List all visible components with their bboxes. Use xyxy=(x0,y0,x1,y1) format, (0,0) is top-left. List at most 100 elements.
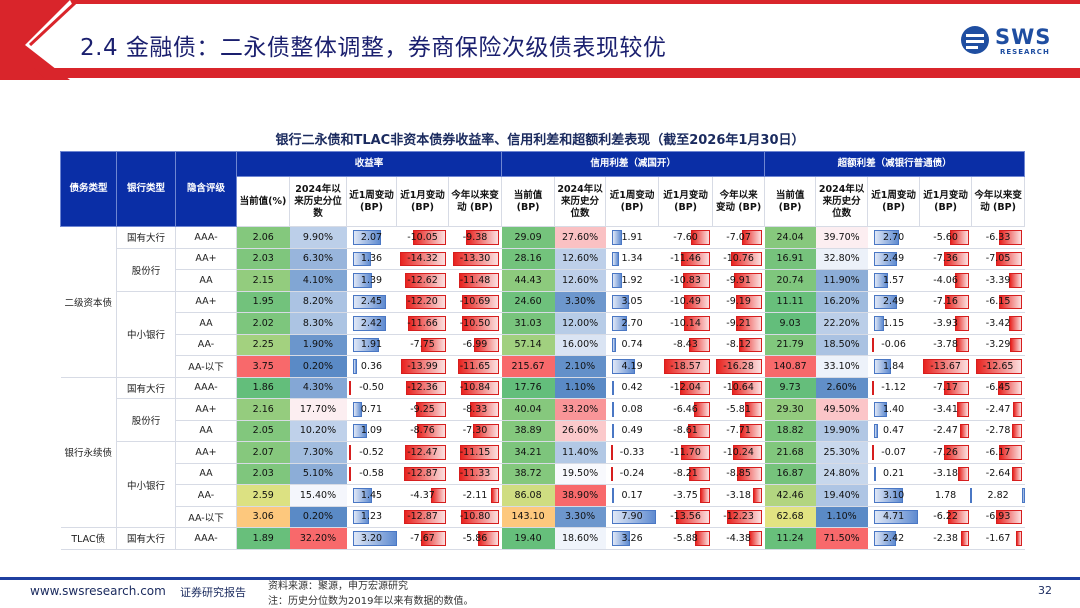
ytd-change-cell: -3.29 xyxy=(971,334,1025,356)
bank-type-cell: 国有大行 xyxy=(116,226,176,249)
current-value-cell: 31.03 xyxy=(501,312,555,335)
rating-cell: AAA- xyxy=(175,377,237,399)
debt-type-cell: 银行永续债 xyxy=(60,377,117,528)
bar-fill xyxy=(752,488,762,503)
percentile-cell: 32.20% xyxy=(289,527,347,550)
bar-fill xyxy=(873,294,897,309)
bar-fill xyxy=(352,251,372,266)
bar-fill xyxy=(873,359,891,374)
sws-logo-icon xyxy=(961,26,989,54)
bar-fill xyxy=(352,316,386,331)
ytd-change-cell: -10.80 xyxy=(448,506,502,528)
subheader-w-12: 近1周变动 (BP) xyxy=(867,176,921,227)
cell-value: 29.09 xyxy=(514,231,542,243)
ytd-change-cell: -6.15 xyxy=(971,291,1025,313)
month-change-cell: -12.87 xyxy=(396,506,449,528)
cell-value: 2.49 xyxy=(883,296,905,308)
rating-cell: AA xyxy=(175,312,237,335)
current-value-cell: 18.82 xyxy=(764,420,816,442)
cell-value: 18.82 xyxy=(776,425,804,437)
week-change-cell: 0.71 xyxy=(346,398,397,421)
bar-fill xyxy=(695,531,710,546)
cell-value: -7.67 xyxy=(410,532,435,544)
month-change-cell: -6.46 xyxy=(658,398,713,421)
bar-fill xyxy=(873,230,899,245)
cell-value: -7.16 xyxy=(933,296,958,308)
percentile-cell: 19.40% xyxy=(815,484,868,507)
ytd-change-cell: -7.07 xyxy=(712,226,765,249)
cell-value: 2.02 xyxy=(252,317,274,329)
cell-value: 3.10 xyxy=(883,489,905,501)
cell-value: -6.22 xyxy=(933,511,958,523)
cell-value: -7.26 xyxy=(933,446,958,458)
bar-fill xyxy=(473,423,499,438)
cell-value: 6.30% xyxy=(302,253,334,265)
cell-value: 4.71 xyxy=(883,511,905,523)
rating-cell: AA- xyxy=(175,334,237,356)
bar-fill xyxy=(420,337,446,352)
week-change-cell: -0.50 xyxy=(346,377,397,399)
cell-value: -12.04 xyxy=(670,382,701,394)
percentile-cell: 24.80% xyxy=(815,463,868,485)
ytd-change-cell: -10.64 xyxy=(712,377,765,399)
rating-cell: AA- xyxy=(175,484,237,507)
cell-value: -8.43 xyxy=(673,339,698,351)
cell-value: -12.47 xyxy=(407,446,438,458)
bar-fill xyxy=(404,273,446,288)
cell-value: 1.15 xyxy=(883,317,905,329)
cell-value: 0.36 xyxy=(360,360,383,372)
cell-value: 7.30% xyxy=(302,446,334,458)
current-value-cell: 86.08 xyxy=(501,484,555,507)
cell-value: 40.04 xyxy=(514,403,542,415)
month-change-cell: -14.32 xyxy=(396,248,449,270)
cell-value: 29.30 xyxy=(776,403,804,415)
subheader-ytd-4: 今年以来变动 (BP) xyxy=(447,176,503,227)
cell-value: 71.50% xyxy=(823,532,860,544)
footer-url[interactable]: www.swsresearch.com xyxy=(30,584,166,598)
bar-fill xyxy=(352,488,373,503)
ytd-change-cell: -6.93 xyxy=(971,506,1025,528)
bar-fill xyxy=(352,294,387,309)
bank-type-cell: 国有大行 xyxy=(116,527,176,550)
rating-cell: AA+ xyxy=(175,398,237,421)
percentile-cell: 33.10% xyxy=(815,355,868,378)
percentile-cell: 4.30% xyxy=(289,377,347,399)
cell-value: -10.76 xyxy=(723,253,754,265)
bar-fill xyxy=(1015,531,1022,546)
bar-fill xyxy=(459,466,499,481)
month-change-cell: -4.06 xyxy=(919,269,972,292)
cell-value: -10.69 xyxy=(459,296,491,308)
ytd-change-cell: -8.33 xyxy=(448,398,502,421)
month-change-cell: -12.20 xyxy=(396,291,449,313)
cell-value: -13.56 xyxy=(670,511,701,523)
bar-fill xyxy=(399,251,446,266)
cell-value: 11.40% xyxy=(561,446,599,458)
table-row: 二级资本债 国有大行 AAA- 2.06 9.90% 2.07 -10.05 -9.38 29.… xyxy=(60,226,1025,378)
cell-value: 28.16 xyxy=(514,253,542,265)
table-row: AA 2.15 4.10% 1.39 -12.62 -11.48 44.43 12.60% 1.… xyxy=(61,269,1025,292)
percentile-cell: 1.10% xyxy=(554,377,606,399)
month-change-cell: -7.36 xyxy=(919,248,972,270)
cell-value: -3.75 xyxy=(673,489,698,501)
current-value-cell: 2.02 xyxy=(236,312,290,335)
bar-fill xyxy=(733,273,762,288)
bar-fill xyxy=(679,380,710,395)
week-change-cell: -0.58 xyxy=(346,463,397,485)
cell-value: 17.70% xyxy=(299,403,337,415)
week-change-cell: 0.47 xyxy=(867,420,920,442)
cell-value: 26.60% xyxy=(561,425,599,437)
week-change-cell: 3.10 xyxy=(867,484,920,507)
bar-fill xyxy=(413,230,446,245)
cell-value: 12.00% xyxy=(561,317,599,329)
cell-value: 2.16 xyxy=(252,403,274,415)
week-change-cell: 1.39 xyxy=(346,269,397,292)
week-change-cell: 1.34 xyxy=(605,248,659,270)
cell-value: -10.80 xyxy=(459,511,491,523)
current-value-cell: 2.07 xyxy=(236,441,290,464)
month-change-cell: -7.26 xyxy=(919,441,972,464)
cell-value: 0.74 xyxy=(621,339,643,351)
cell-value: -0.24 xyxy=(619,468,645,480)
bar-fill xyxy=(611,230,623,245)
ytd-change-cell: -13.30 xyxy=(448,248,502,270)
